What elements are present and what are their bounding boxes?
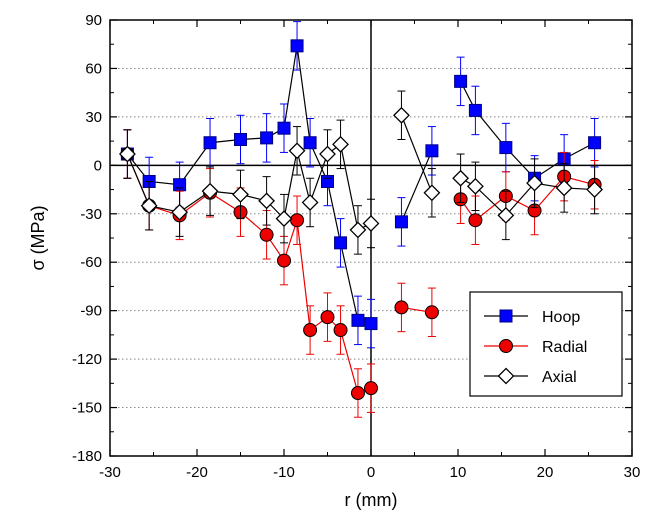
x-tick-label: 10 — [450, 464, 467, 481]
data-point — [290, 39, 304, 53]
legend-marker — [499, 309, 513, 323]
data-point — [394, 300, 409, 315]
y-axis-title: σ (MPa) — [28, 205, 48, 270]
series-line — [126, 45, 372, 325]
data-point — [394, 215, 408, 229]
data-point — [288, 142, 306, 160]
data-point — [468, 103, 482, 117]
data-point — [260, 131, 274, 145]
data-point — [290, 213, 305, 228]
series-line — [460, 81, 595, 180]
data-point — [588, 136, 602, 150]
series-line — [400, 150, 433, 223]
data-point — [499, 141, 513, 155]
x-tick-label: -30 — [99, 464, 121, 481]
y-tick-label: -90 — [80, 303, 102, 320]
data-point — [258, 192, 276, 210]
data-point — [232, 185, 249, 203]
data-point — [277, 121, 291, 135]
data-point — [349, 221, 367, 239]
data-point — [333, 323, 348, 338]
data-point — [364, 381, 378, 396]
data-point — [203, 136, 217, 150]
data-point — [140, 197, 158, 215]
y-tick-label: -30 — [80, 206, 102, 223]
x-axis-title: r (mm) — [345, 490, 398, 510]
x-tick-label: 30 — [624, 464, 641, 481]
data-point — [234, 132, 247, 146]
y-tick-label: -150 — [72, 400, 102, 417]
data-point — [334, 236, 348, 250]
data-point — [423, 184, 441, 202]
data-point — [364, 317, 378, 331]
legend-label: Radial — [542, 339, 587, 356]
data-point — [362, 215, 380, 232]
data-point — [332, 135, 349, 153]
data-point — [171, 203, 189, 221]
y-tick-label: -180 — [72, 448, 102, 465]
series-axial — [118, 90, 604, 255]
data-point — [351, 313, 365, 327]
data-point — [497, 206, 515, 224]
series-line — [400, 115, 433, 194]
data-point — [320, 310, 335, 325]
legend-marker — [497, 367, 515, 385]
series-layer — [118, 21, 604, 418]
data-point — [555, 179, 573, 197]
data-point — [201, 182, 219, 200]
data-point — [301, 194, 319, 211]
data-point — [586, 181, 604, 198]
y-axis: -180 -150 -120 -90 -60 -30 0 30 60 90 — [72, 12, 632, 465]
data-point — [350, 386, 365, 401]
data-point — [526, 174, 543, 192]
legend-label: Hoop — [542, 309, 580, 326]
y-tick-label: 0 — [94, 157, 102, 174]
y-tick-label: -60 — [80, 254, 102, 271]
data-point — [259, 227, 274, 242]
x-tick-label: -20 — [186, 464, 208, 481]
data-point — [424, 305, 439, 320]
data-point — [303, 136, 317, 150]
y-tick-label: 60 — [85, 60, 102, 77]
data-point — [468, 213, 483, 228]
data-point — [118, 145, 136, 163]
x-axis: -30 -20 -10 0 10 20 30 — [99, 20, 640, 481]
y-tick-label: -120 — [72, 351, 102, 368]
data-point — [319, 145, 336, 163]
data-point — [454, 74, 468, 88]
data-point — [277, 253, 291, 268]
data-point — [393, 106, 410, 124]
legend-marker — [499, 339, 513, 353]
legend-label: Axial — [542, 369, 577, 386]
legend-box — [469, 291, 623, 397]
legend: Hoop Radial Axial — [469, 291, 623, 397]
y-tick-label: 30 — [85, 109, 102, 126]
data-point — [452, 169, 470, 187]
x-tick-label: 20 — [537, 464, 554, 481]
x-tick-label: 0 — [367, 464, 375, 481]
data-point — [303, 323, 318, 338]
series-line — [126, 153, 372, 394]
data-point — [466, 177, 484, 195]
series-hoop — [120, 21, 602, 349]
data-point — [275, 210, 293, 228]
x-tick-label: -10 — [273, 464, 295, 481]
y-tick-label: 90 — [85, 12, 102, 29]
data-point — [425, 144, 439, 158]
